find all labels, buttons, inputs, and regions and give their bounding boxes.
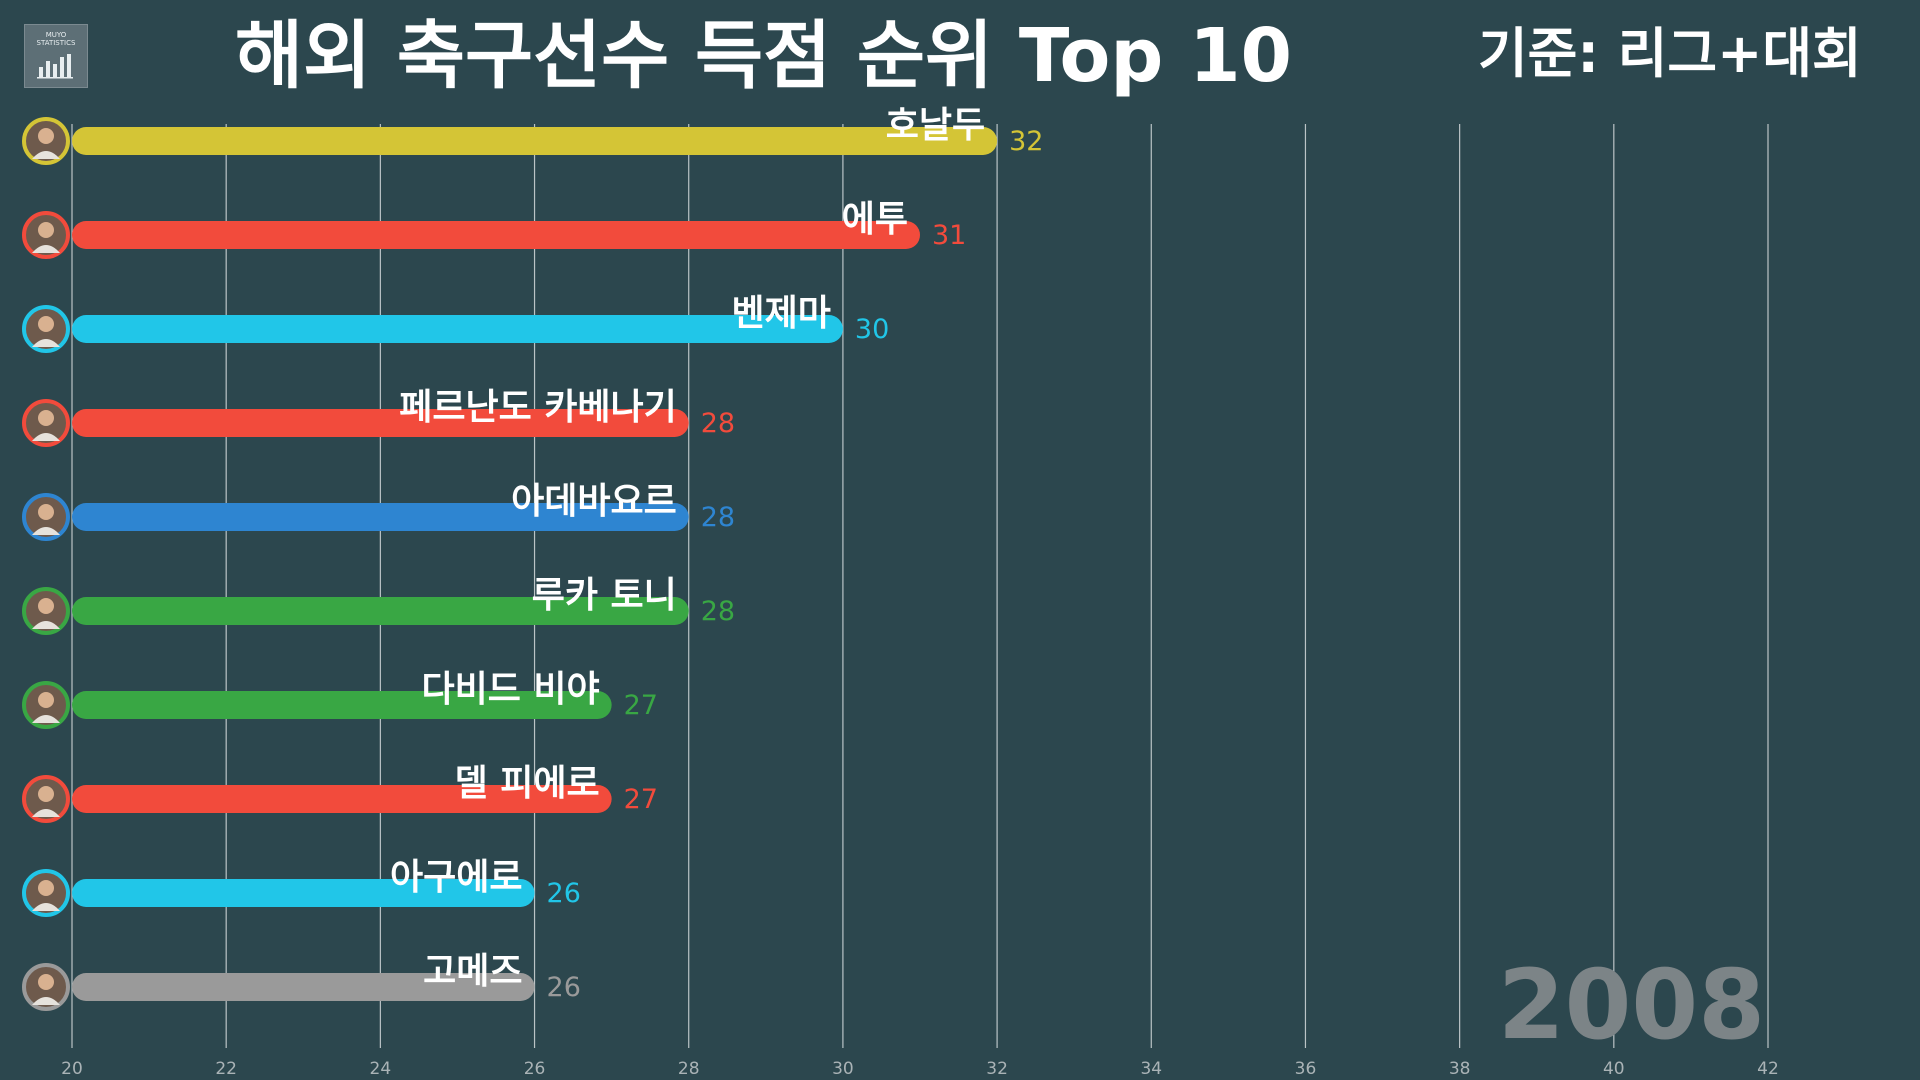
x-tick-label: 40 — [1603, 1059, 1625, 1079]
value-label: 27 — [624, 690, 658, 721]
bar — [72, 879, 535, 907]
bar — [72, 409, 689, 437]
bar-label: 페르난도 카베나기 — [399, 387, 677, 428]
player-body-icon — [32, 339, 60, 347]
player-face-icon — [38, 504, 54, 520]
player-face-icon — [38, 880, 54, 896]
bar-label: 아구에로 — [390, 857, 522, 898]
bar — [72, 221, 920, 249]
x-tick-label: 28 — [678, 1059, 700, 1079]
player-body-icon — [32, 997, 60, 1005]
value-label: 28 — [701, 596, 735, 627]
bar-label: 에투 — [842, 199, 908, 240]
x-tick-label: 22 — [215, 1059, 237, 1079]
player-body-icon — [32, 621, 60, 629]
player-body-icon — [32, 715, 60, 723]
player-body-icon — [32, 433, 60, 441]
bar — [72, 785, 612, 813]
x-tick-label: 36 — [1295, 1059, 1317, 1079]
player-face-icon — [38, 974, 54, 990]
value-label: 28 — [701, 408, 735, 439]
logo: MUYO STATISTICS — [24, 24, 88, 88]
year-label: 2008 — [1497, 949, 1765, 1061]
bar — [72, 597, 689, 625]
logo-text: MUYO STATISTICS — [36, 31, 76, 47]
bar — [72, 691, 612, 719]
value-label: 30 — [855, 314, 889, 345]
value-label: 28 — [701, 502, 735, 533]
bar — [72, 973, 535, 1001]
player-body-icon — [32, 151, 60, 159]
value-label: 27 — [624, 784, 658, 815]
player-face-icon — [38, 128, 54, 144]
bar-chart-icon — [37, 54, 73, 79]
player-body-icon — [32, 245, 60, 253]
x-tick-label: 34 — [1140, 1059, 1162, 1079]
player-face-icon — [38, 410, 54, 426]
bar-label: 델 피에로 — [455, 763, 600, 804]
bar-label: 호날두 — [886, 105, 985, 146]
bar-label: 다비드 비야 — [421, 669, 599, 710]
bar — [72, 127, 998, 155]
bar-label: 벤제마 — [732, 293, 831, 334]
x-tick-label: 26 — [524, 1059, 546, 1079]
x-tick-label: 38 — [1449, 1059, 1471, 1079]
player-body-icon — [32, 903, 60, 911]
criterion-label: 기준: 리그+대회 — [1478, 22, 1862, 85]
x-tick-label: 32 — [986, 1059, 1008, 1079]
value-label: 32 — [1009, 126, 1043, 157]
x-tick-label: 24 — [370, 1059, 392, 1079]
x-tick-label: 20 — [61, 1059, 83, 1079]
player-face-icon — [38, 222, 54, 238]
bar — [72, 503, 689, 531]
value-label: 26 — [547, 972, 581, 1003]
player-body-icon — [32, 527, 60, 535]
player-face-icon — [38, 692, 54, 708]
chart-title: 해외 축구선수 득점 순위 Top 10 — [235, 13, 1293, 99]
value-label: 26 — [547, 878, 581, 909]
bar-label: 루카 토니 — [532, 575, 677, 616]
player-face-icon — [38, 598, 54, 614]
player-face-icon — [38, 786, 54, 802]
x-tick-label: 30 — [832, 1059, 854, 1079]
bar — [72, 315, 843, 343]
player-face-icon — [38, 316, 54, 332]
x-tick-label: 42 — [1757, 1059, 1779, 1079]
bar-label: 고메즈 — [423, 951, 522, 992]
bar-label: 아데바요르 — [511, 481, 677, 522]
value-label: 31 — [932, 220, 966, 251]
player-body-icon — [32, 809, 60, 817]
